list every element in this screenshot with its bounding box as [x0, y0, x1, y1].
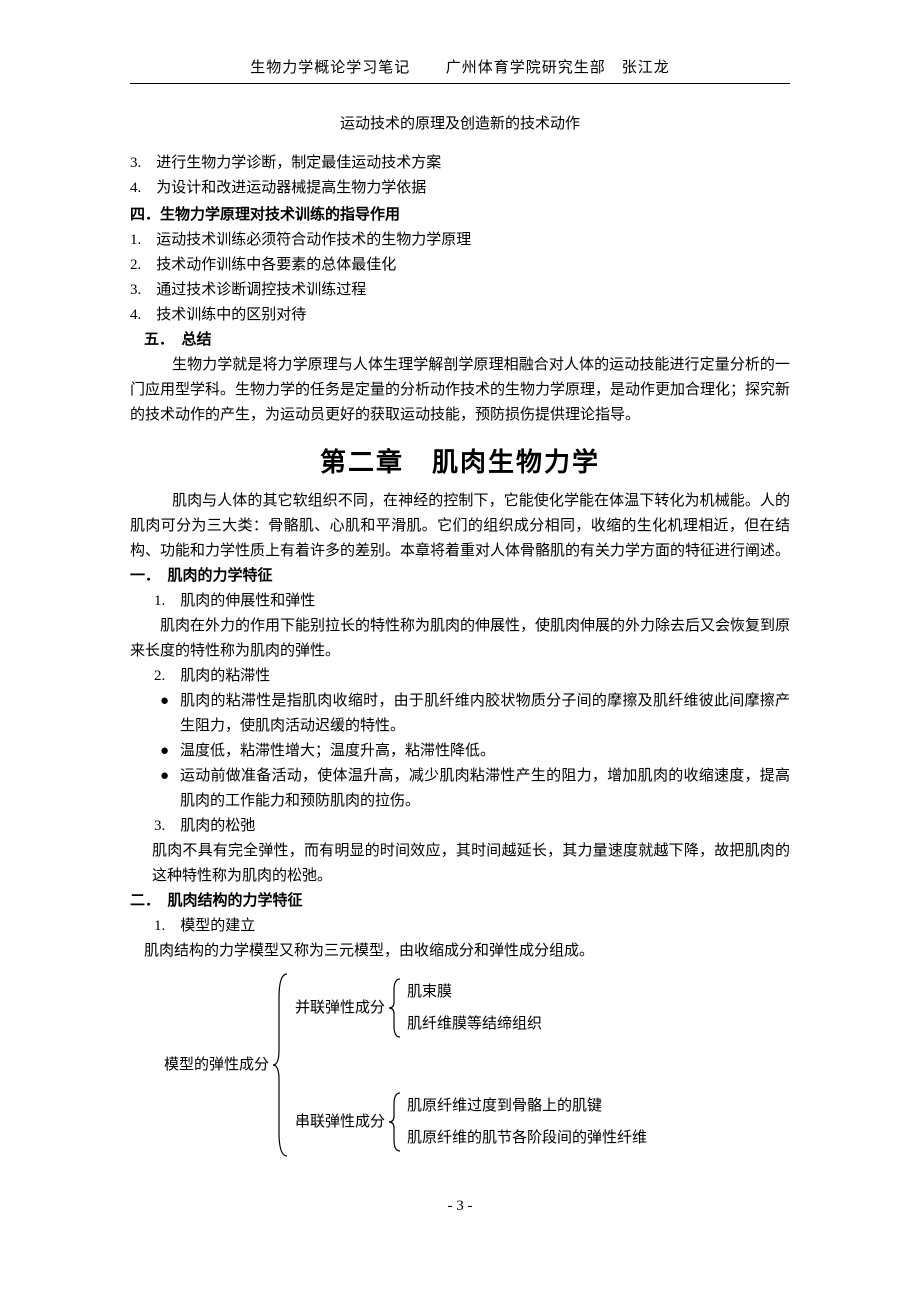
secA-s1-para: 肌肉在外力的作用下能别拉长的特性称为肌肉的伸展性，使肌肉伸展的外力除去后又会恢复…: [130, 614, 790, 664]
secA-s3: 3. 肌肉的松弛: [130, 814, 790, 839]
secA-s3-para: 肌肉不具有完全弹性，而有明显的时间效应，其时间越延长，其力量速度就越下降，故把肌…: [130, 839, 790, 889]
section-b-title: 二． 肌肉结构的力学特征: [130, 889, 790, 914]
tree-branch-1-label: 并联弹性成分: [295, 976, 389, 1040]
brace-icon: [389, 1090, 403, 1154]
sec4-item-4: 4. 技术训练中的区别对待: [130, 303, 790, 328]
secA-s2: 2. 肌肉的粘滞性: [130, 664, 790, 689]
secA-s1: 1. 肌肉的伸展性和弹性: [130, 589, 790, 614]
sec4-item-1: 1. 运动技术训练必须符合动作技术的生物力学原理: [130, 228, 790, 253]
list1-item-3: 3. 进行生物力学诊断，制定最佳运动技术方案: [130, 151, 790, 176]
section-5-para: 生物力学就是将力学原理与人体生理学解剖学原理相融合对人体的运动技能进行定量分析的…: [130, 353, 790, 428]
secB-s1: 1. 模型的建立: [130, 914, 790, 939]
tree-leaf: 肌束膜: [407, 980, 542, 1004]
bullet-icon: ●: [160, 739, 180, 764]
tree-leaf: 肌原纤维过度到骨骼上的肌键: [407, 1094, 647, 1118]
bullet-text: 温度低，粘滞性增大；温度升高，粘滞性降低。: [180, 739, 790, 764]
bullet-icon: ●: [160, 689, 180, 714]
tree-leaf: 肌原纤维的肌节各阶段间的弹性纤维: [407, 1126, 647, 1150]
top-line: 运动技术的原理及创造新的技术动作: [130, 112, 790, 137]
brace-icon: [273, 970, 291, 1160]
elastic-model-tree: 模型的弹性成分 并联弹性成分 肌束膜 肌纤维膜等: [130, 970, 790, 1160]
secB-s1-para: 肌肉结构的力学模型又称为三元模型，由收缩成分和弹性成分组成。: [130, 939, 790, 964]
header-left: 生物力学概论学习笔记: [250, 60, 410, 76]
brace-icon: [389, 976, 403, 1040]
chapter-intro: 肌肉与人体的其它软组织不同，在神经的控制下，它能使化学能在体温下转化为机械能。人…: [130, 489, 790, 564]
section-5-title: 五． 总结: [130, 328, 790, 353]
bullet-text: 肌肉的粘滞性是指肌肉收缩时，由于肌纤维内胶状物质分子间的摩擦及肌纤维彼此间摩擦产…: [180, 689, 790, 739]
section-a-title: 一． 肌肉的力学特征: [130, 564, 790, 589]
secA-s2-bullet-2: ● 温度低，粘滞性增大；温度升高，粘滞性降低。: [130, 739, 790, 764]
header-right: 广州体育学院研究生部 张江龙: [446, 60, 670, 76]
tree-root-label: 模型的弹性成分: [164, 970, 273, 1160]
page: 生物力学概论学习笔记 广州体育学院研究生部 张江龙 运动技术的原理及创造新的技术…: [0, 0, 920, 1255]
tree-leaf: 肌纤维膜等结缔组织: [407, 1012, 542, 1036]
secA-s2-bullet-3: ● 运动前做准备活动，使体温升高，减少肌肉粘滞性产生的阻力，增加肌肉的收缩速度，…: [130, 764, 790, 814]
tree-branch-2-label: 串联弹性成分: [295, 1090, 389, 1154]
sec4-item-2: 2. 技术动作训练中各要素的总体最佳化: [130, 253, 790, 278]
list1-item-4: 4. 为设计和改进运动器械提高生物力学依据: [130, 176, 790, 201]
bullet-icon: ●: [160, 764, 180, 789]
chapter-title: 第二章 肌肉生物力学: [130, 442, 790, 479]
secA-s2-bullet-1: ● 肌肉的粘滞性是指肌肉收缩时，由于肌纤维内胶状物质分子间的摩擦及肌纤维彼此间摩…: [130, 689, 790, 739]
page-header: 生物力学概论学习笔记 广州体育学院研究生部 张江龙: [130, 56, 790, 84]
bullet-text: 运动前做准备活动，使体温升高，减少肌肉粘滞性产生的阻力，增加肌肉的收缩速度，提高…: [180, 764, 790, 814]
page-number: - 3 -: [130, 1198, 790, 1215]
section-4-title: 四．生物力学原理对技术训练的指导作用: [130, 203, 790, 228]
sec4-item-3: 3. 通过技术诊断调控技术训练过程: [130, 278, 790, 303]
